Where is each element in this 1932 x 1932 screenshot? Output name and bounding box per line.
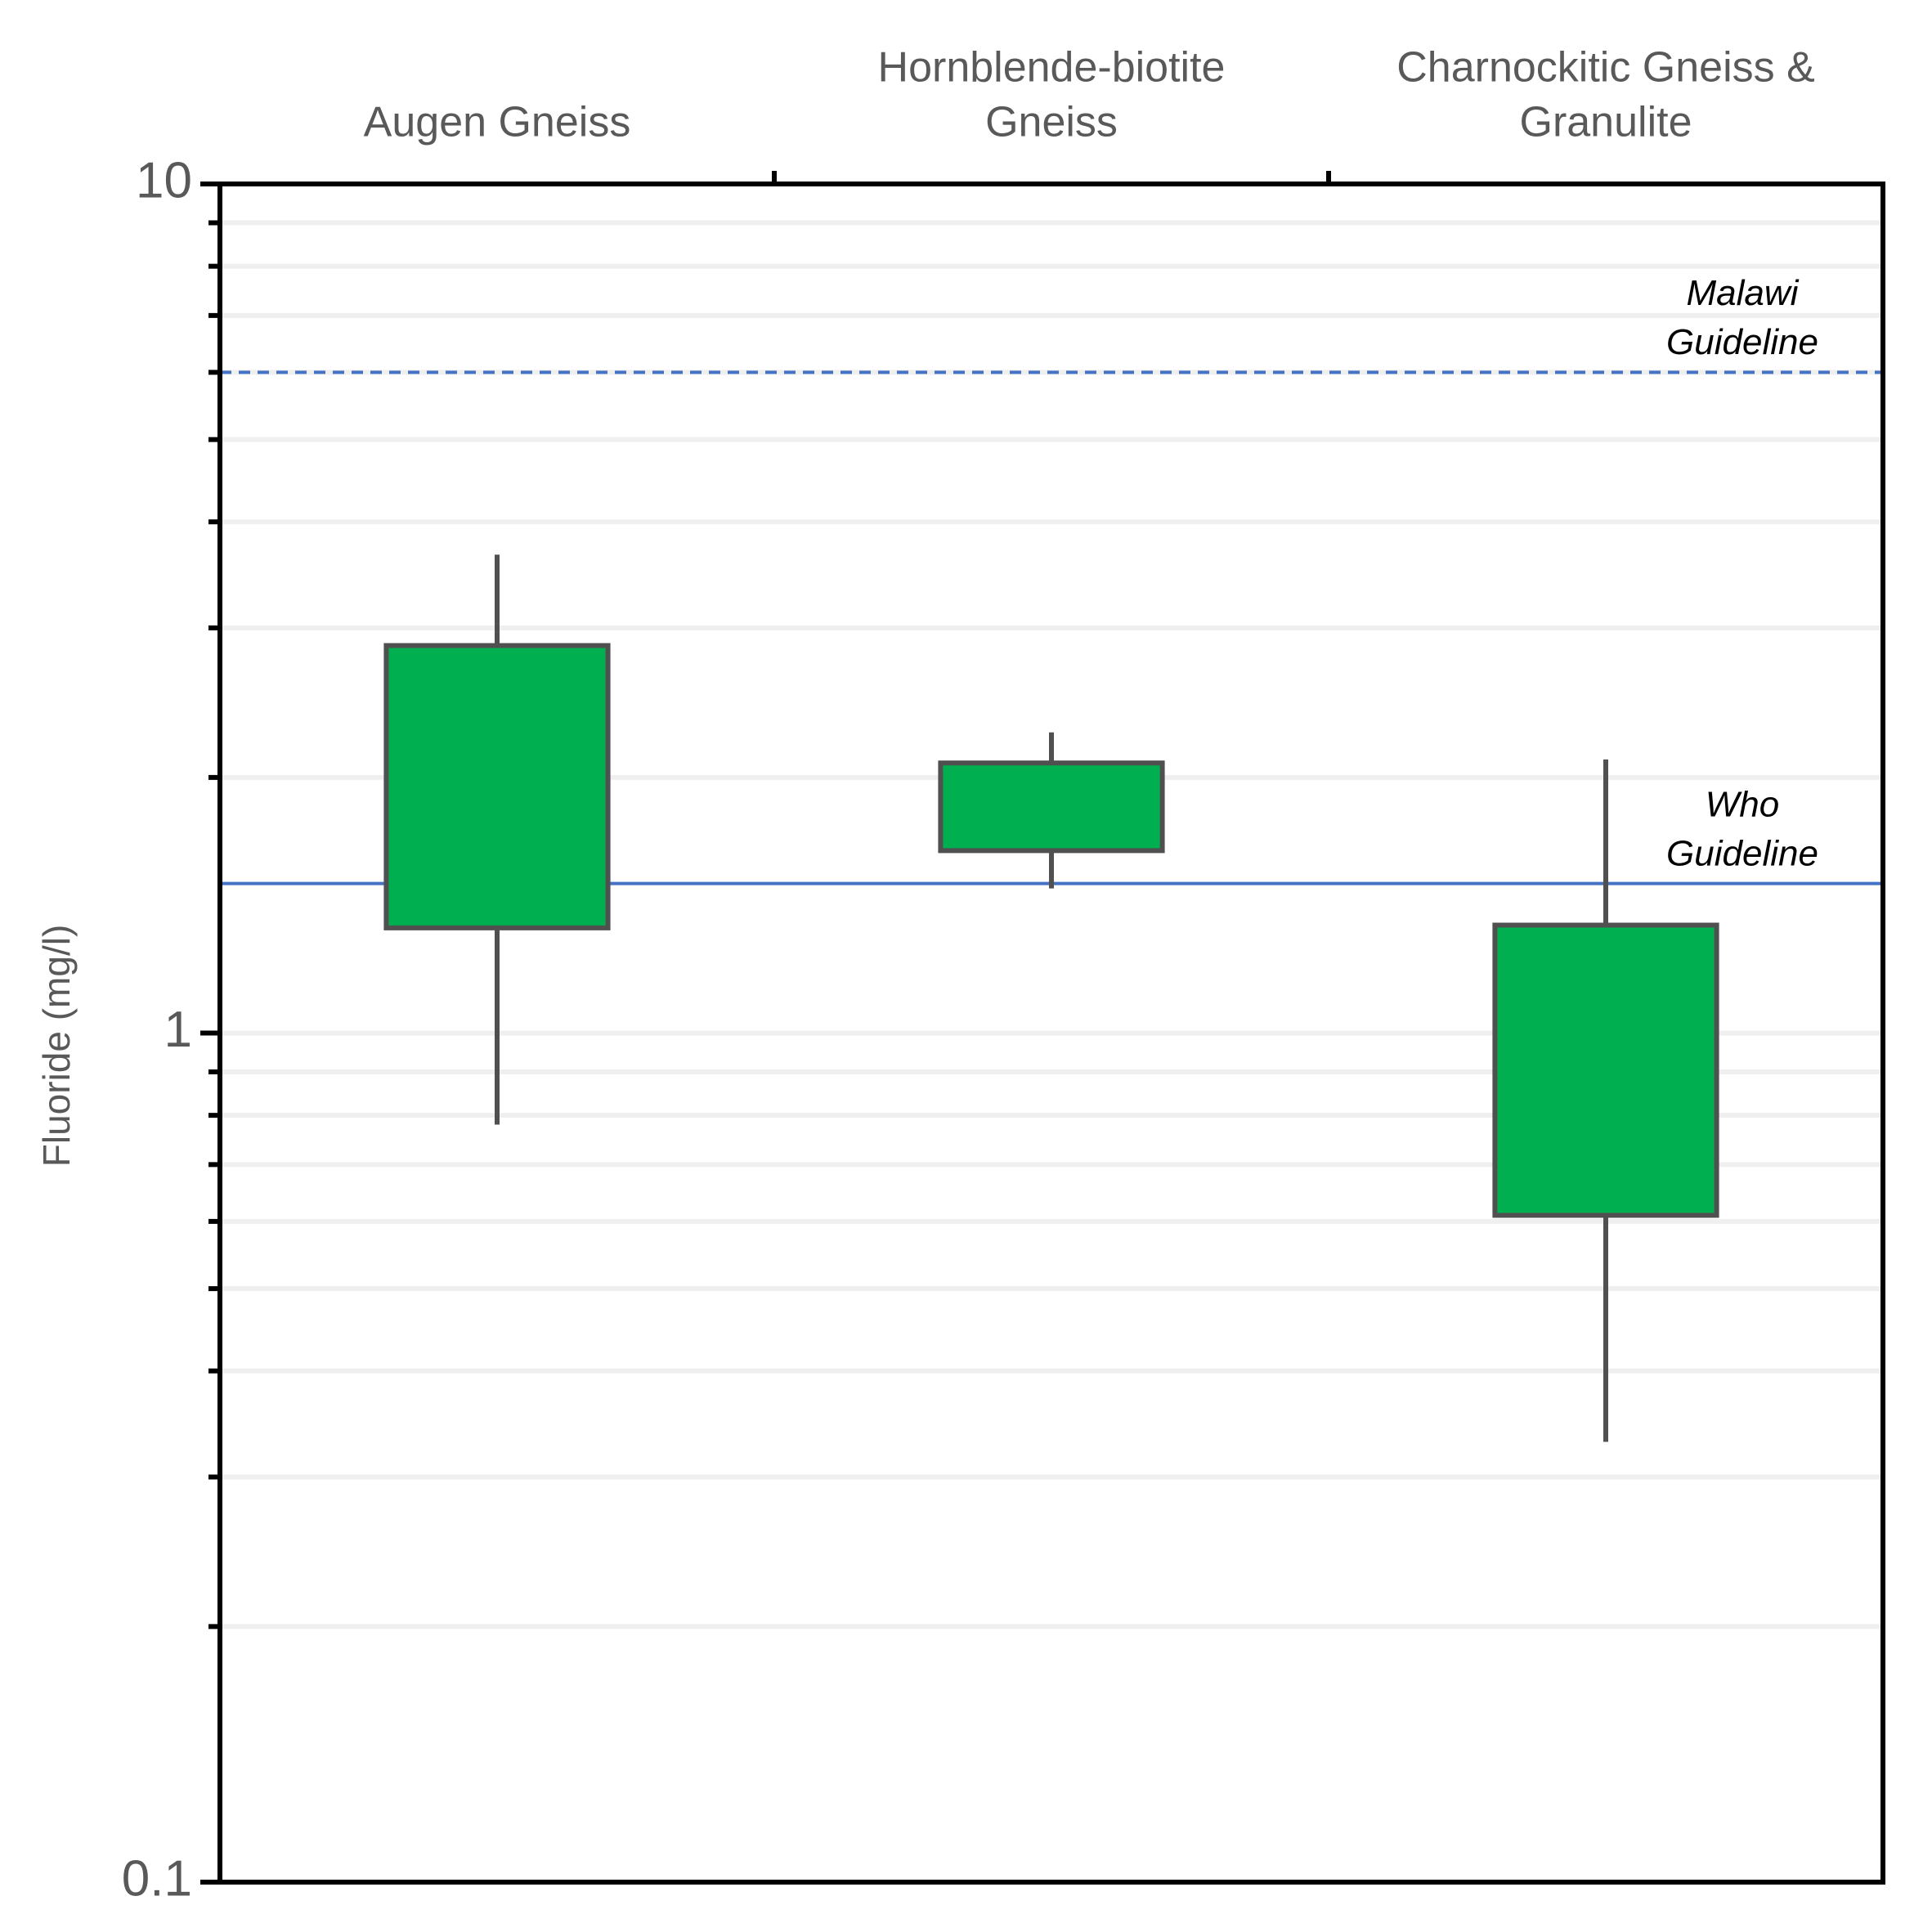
x-tick-label: Granulite [1520, 99, 1692, 146]
box [938, 760, 1165, 854]
y-axis-label: Fluoride (mg/l) [35, 925, 78, 1168]
x-tick-label: Gneiss [985, 99, 1118, 146]
x-tick-label: Hornblende-biotite [878, 44, 1226, 92]
annotation: Guideline [1666, 833, 1818, 873]
annotation: Malawi [1687, 273, 1800, 313]
x-tick-label: Augen Gneiss [364, 99, 631, 146]
y-tick-label: 0.1 [122, 1850, 192, 1907]
y-tick-label: 1 [164, 1002, 192, 1058]
annotation: Guideline [1666, 322, 1818, 362]
box [1492, 922, 1719, 1218]
annotation: Who [1706, 784, 1779, 824]
plot-frame [217, 182, 1885, 1885]
y-tick-label: 10 [136, 152, 192, 208]
x-tick-label: Charnockitic Gneiss & [1396, 44, 1815, 92]
box [383, 643, 611, 930]
